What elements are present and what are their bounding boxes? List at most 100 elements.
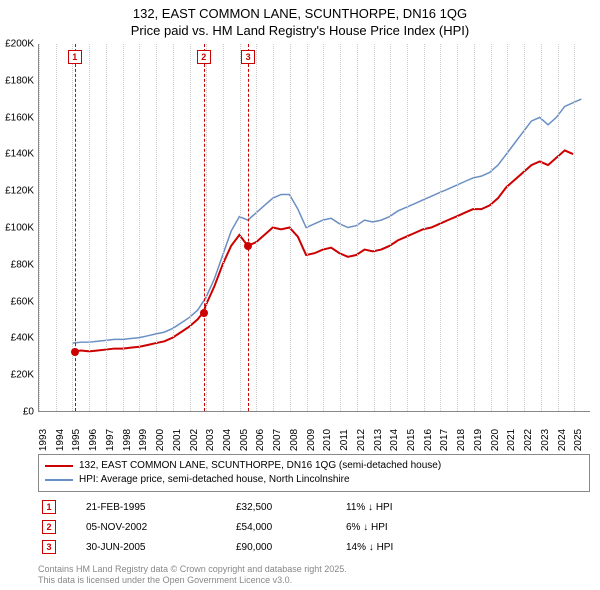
gridline — [223, 44, 224, 411]
sale-number-box: 2 — [42, 520, 56, 534]
y-tick-label: £200K — [5, 39, 34, 50]
gridline — [491, 44, 492, 411]
sale-marker-point — [200, 309, 208, 317]
sale-date: 21-FEB-1995 — [86, 502, 236, 513]
x-tick-label: 2006 — [255, 429, 266, 451]
gridline — [56, 44, 57, 411]
x-tick-label: 2016 — [423, 429, 434, 451]
series-hpi — [73, 99, 582, 343]
footer: Contains HM Land Registry data © Crown c… — [38, 564, 347, 586]
sale-diff: 11% ↓ HPI — [346, 502, 466, 513]
gridline — [240, 44, 241, 411]
gridline — [156, 44, 157, 411]
gridline — [190, 44, 191, 411]
gridline — [290, 44, 291, 411]
sale-date: 05-NOV-2002 — [86, 522, 236, 533]
x-tick-label: 2017 — [439, 429, 450, 451]
gridline — [424, 44, 425, 411]
gridline — [273, 44, 274, 411]
sale-number-box: 3 — [42, 540, 56, 554]
y-tick-label: £120K — [5, 186, 34, 197]
gridline — [474, 44, 475, 411]
y-tick-label: £180K — [5, 75, 34, 86]
x-tick-label: 2008 — [289, 429, 300, 451]
legend-row: 132, EAST COMMON LANE, SCUNTHORPE, DN16 … — [45, 459, 583, 473]
y-tick-label: £20K — [11, 370, 34, 381]
title-address: 132, EAST COMMON LANE, SCUNTHORPE, DN16 … — [10, 6, 590, 23]
y-tick-label: £100K — [5, 223, 34, 234]
gridline — [440, 44, 441, 411]
sale-marker-box: 1 — [68, 50, 82, 64]
gridline — [307, 44, 308, 411]
x-tick-label: 2022 — [523, 429, 534, 451]
gridline — [541, 44, 542, 411]
chart-container: 132, EAST COMMON LANE, SCUNTHORPE, DN16 … — [0, 0, 600, 590]
x-tick-label: 2018 — [456, 429, 467, 451]
legend: 132, EAST COMMON LANE, SCUNTHORPE, DN16 … — [38, 454, 590, 492]
legend-swatch — [45, 479, 73, 481]
sale-marker-box: 3 — [241, 50, 255, 64]
gridline — [89, 44, 90, 411]
gridline — [390, 44, 391, 411]
y-tick-label: £60K — [11, 296, 34, 307]
sale-price: £54,000 — [236, 522, 346, 533]
gridline — [574, 44, 575, 411]
gridline — [256, 44, 257, 411]
x-tick-label: 1996 — [88, 429, 99, 451]
sale-row: 330-JUN-2005£90,00014% ↓ HPI — [38, 537, 590, 557]
gridline — [206, 44, 207, 411]
y-axis: £0£20K£40K£60K£80K£100K£120K£140K£160K£1… — [0, 44, 36, 412]
gridline — [340, 44, 341, 411]
sale-row: 1 21-FEB-1995£32,50011% ↓ HPI — [38, 497, 590, 517]
y-tick-label: £80K — [11, 259, 34, 270]
legend-row: HPI: Average price, semi-detached house,… — [45, 473, 583, 487]
x-tick-label: 2019 — [473, 429, 484, 451]
x-tick-label: 2013 — [373, 429, 384, 451]
sale-diff: 14% ↓ HPI — [346, 542, 466, 553]
x-tick-label: 2009 — [306, 429, 317, 451]
gridline — [524, 44, 525, 411]
gridline — [507, 44, 508, 411]
x-tick-label: 1998 — [122, 429, 133, 451]
x-tick-label: 2004 — [222, 429, 233, 451]
sale-marker-box: 2 — [197, 50, 211, 64]
x-tick-label: 2003 — [205, 429, 216, 451]
sale-date: 30-JUN-2005 — [86, 542, 236, 553]
gridline — [139, 44, 140, 411]
x-tick-label: 2005 — [239, 429, 250, 451]
x-tick-label: 2025 — [573, 429, 584, 451]
x-tick-label: 1995 — [71, 429, 82, 451]
x-tick-label: 1993 — [38, 429, 49, 451]
gridline — [374, 44, 375, 411]
sale-marker-point — [71, 348, 79, 356]
footer-line2: This data is licensed under the Open Gov… — [38, 575, 347, 586]
x-tick-label: 2000 — [155, 429, 166, 451]
gridline — [558, 44, 559, 411]
y-tick-label: £140K — [5, 149, 34, 160]
y-tick-label: £160K — [5, 112, 34, 123]
y-tick-label: £0 — [23, 407, 34, 418]
x-tick-label: 2015 — [406, 429, 417, 451]
x-tick-label: 2012 — [356, 429, 367, 451]
x-tick-label: 2020 — [490, 429, 501, 451]
sales-table: 1 21-FEB-1995£32,50011% ↓ HPI 2 05-NOV-2002… — [38, 497, 590, 557]
title-subtitle: Price paid vs. HM Land Registry's House … — [10, 23, 590, 40]
gridline — [39, 44, 40, 411]
legend-label: 132, EAST COMMON LANE, SCUNTHORPE, DN16 … — [79, 459, 441, 473]
gridline — [106, 44, 107, 411]
sale-price: £32,500 — [236, 502, 346, 513]
footer-line1: Contains HM Land Registry data © Crown c… — [38, 564, 347, 575]
x-tick-label: 2024 — [557, 429, 568, 451]
x-tick-label: 2011 — [339, 429, 350, 451]
x-tick-label: 2010 — [322, 429, 333, 451]
sale-number-box: 1 — [42, 500, 56, 514]
x-tick-label: 1997 — [105, 429, 116, 451]
sale-row: 205-NOV-2002£54,0006% ↓ HPI — [38, 517, 590, 537]
x-tick-label: 2001 — [172, 429, 183, 451]
gridline — [123, 44, 124, 411]
gridline — [323, 44, 324, 411]
gridline — [457, 44, 458, 411]
x-axis: 1993199419951996199719981999200020012002… — [38, 412, 590, 450]
legend-swatch — [45, 465, 73, 467]
sale-marker-line — [248, 44, 249, 411]
